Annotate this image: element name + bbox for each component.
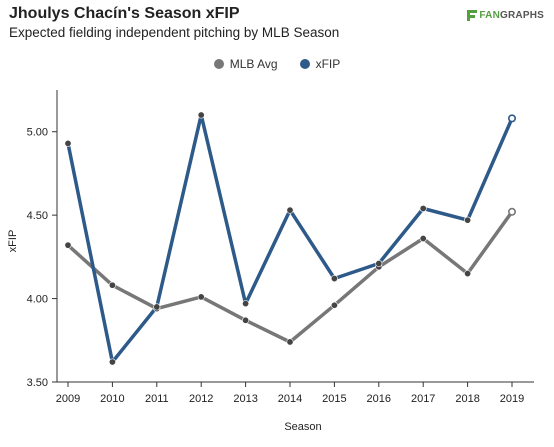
x-tick-label: 2018 (455, 393, 479, 405)
data-point-xfip[interactable] (286, 206, 294, 214)
data-point-mlb-avg[interactable] (507, 207, 516, 216)
legend-item-xfip[interactable]: xFIP (299, 57, 341, 71)
data-point-mlb-avg[interactable] (197, 293, 205, 301)
chart-points (64, 111, 516, 366)
legend-xfip-marker (299, 59, 310, 69)
series-line-mlb-avg (66, 210, 514, 344)
data-point-xfip[interactable] (464, 216, 472, 224)
y-tick-label: 4.00 (27, 294, 48, 306)
fangraphs-logo[interactable]: FAN GRAPHS (467, 10, 544, 21)
logo-text-graphs: GRAPHS (500, 10, 544, 21)
data-point-mlb-avg[interactable] (464, 270, 472, 278)
y-tick-label: 3.50 (27, 377, 48, 389)
data-point-mlb-avg[interactable] (286, 338, 294, 346)
data-point-xfip[interactable] (64, 139, 72, 147)
legend-xfip-label: xFIP (315, 57, 341, 71)
y-axis-title: xFIP (7, 230, 19, 253)
x-tick-label: 2011 (145, 393, 169, 405)
chart-lines (66, 113, 514, 364)
chart-legend: MLB Avg xFIP (0, 57, 554, 71)
x-tick-label: 2015 (322, 393, 346, 405)
y-tick-label: 5.00 (27, 127, 48, 139)
chart-axes: 3.50 4.00 4.50 5.00 2009 2010 2011 2012 2013 2014… (27, 90, 534, 405)
data-point-xfip[interactable] (507, 114, 516, 123)
x-tick-label: 2013 (233, 393, 257, 405)
x-axis-title: Season (284, 421, 321, 433)
data-point-xfip[interactable] (419, 204, 427, 212)
data-point-xfip[interactable] (375, 260, 383, 268)
legend-mlb-avg-marker (213, 59, 224, 69)
legend-mlb-avg-label: MLB Avg (229, 57, 278, 71)
data-point-xfip[interactable] (108, 358, 116, 366)
chart-subtitle: Expected fielding independent pitching b… (9, 25, 340, 40)
data-point-mlb-avg[interactable] (419, 235, 427, 243)
fangraphs-leaf-icon (467, 10, 478, 21)
series-line-xfip (66, 113, 514, 364)
data-point-mlb-avg[interactable] (108, 281, 116, 289)
data-point-xfip[interactable] (153, 303, 161, 311)
x-tick-label: 2009 (56, 393, 80, 405)
x-tick-label: 2016 (367, 393, 391, 405)
y-tick-label: 4.50 (27, 210, 48, 222)
data-point-xfip[interactable] (330, 275, 338, 283)
legend-item-mlb-avg[interactable]: MLB Avg (213, 57, 278, 71)
chart-title: Jhoulys Chacín's Season xFIP (9, 5, 240, 22)
x-tick-label: 2010 (100, 393, 124, 405)
data-point-mlb-avg[interactable] (64, 241, 72, 249)
data-point-mlb-avg[interactable] (330, 301, 338, 309)
x-tick-label: 2019 (500, 393, 524, 405)
x-tick-label: 2014 (278, 393, 302, 405)
logo-text-fan: FAN (479, 10, 501, 21)
x-tick-label: 2012 (189, 393, 213, 405)
x-tick-label: 2017 (411, 393, 435, 405)
data-point-xfip[interactable] (197, 111, 205, 119)
data-point-xfip[interactable] (242, 300, 250, 308)
data-point-mlb-avg[interactable] (242, 316, 250, 324)
